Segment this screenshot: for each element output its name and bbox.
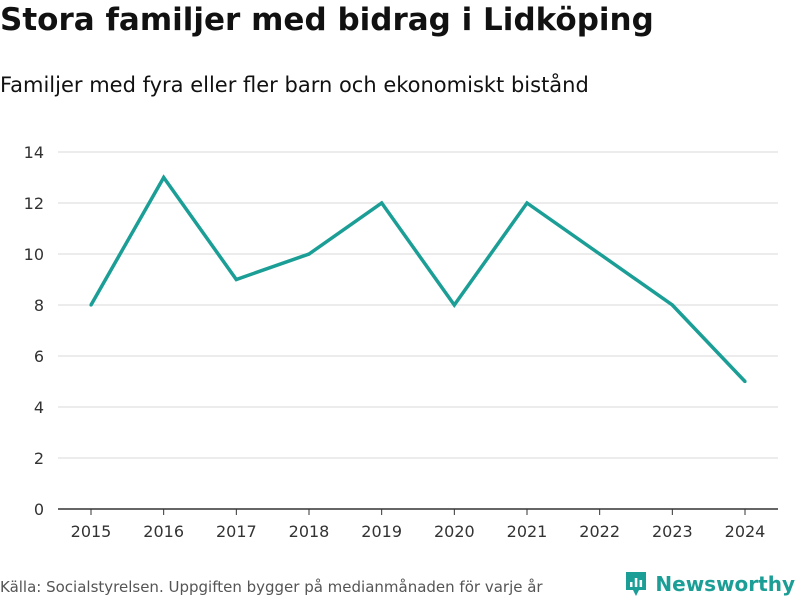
y-tick-label-6: 6: [34, 347, 44, 366]
x-tick-label-2018: 2018: [289, 522, 330, 541]
y-tick-label-10: 10: [24, 245, 44, 264]
series-line-0: [89, 174, 747, 383]
data-point-2017: [234, 277, 238, 282]
x-tick-label-2016: 2016: [143, 522, 184, 541]
x-tick-label-2021: 2021: [507, 522, 548, 541]
chart-subtitle: Familjer med fyra eller fler barn och ek…: [0, 73, 589, 97]
data-point-2020: [452, 303, 456, 307]
gridlines: [58, 151, 778, 459]
x-tick-label-2023: 2023: [652, 522, 693, 541]
y-axis-tick-labels: 0 2 4 6 8 10 12 14: [24, 143, 44, 519]
x-tick-label-2019: 2019: [361, 522, 402, 541]
y-tick-label-0: 0: [34, 500, 44, 519]
brand-name: Newsworthy: [655, 572, 795, 596]
x-tick-label-2015: 2015: [71, 522, 112, 541]
data-point-2024: [743, 379, 747, 384]
data-point-2018: [307, 252, 311, 256]
data-point-2021: [525, 201, 529, 205]
y-tick-label-4: 4: [34, 398, 44, 417]
data-point-2016: [162, 175, 166, 180]
x-tick-label-2022: 2022: [579, 522, 620, 541]
x-axis: [58, 508, 778, 515]
x-tick-label-2020: 2020: [434, 522, 475, 541]
x-tick-label-2024: 2024: [725, 522, 766, 541]
source-note: Källa: Socialstyrelsen. Uppgiften bygger…: [0, 578, 543, 596]
y-tick-label-12: 12: [24, 194, 44, 213]
data-point-2023: [670, 303, 674, 307]
y-tick-label-2: 2: [34, 449, 44, 468]
series-layer: [89, 174, 747, 384]
x-axis-tick-labels: 2015 2016 2017 2018 2019 2020 2021 2022 2023 2024: [71, 522, 766, 541]
data-point-2022: [598, 252, 602, 256]
data-point-2019: [380, 201, 384, 205]
brand-logo: Newsworthy: [624, 570, 795, 598]
newsworthy-chart-icon: [626, 572, 647, 596]
y-tick-label-8: 8: [34, 296, 44, 315]
y-tick-label-14: 14: [24, 143, 44, 162]
x-tick-label-2017: 2017: [216, 522, 257, 541]
chart-title: Stora familjer med bidrag i Lidköping: [0, 2, 654, 38]
data-point-2015: [89, 303, 93, 307]
